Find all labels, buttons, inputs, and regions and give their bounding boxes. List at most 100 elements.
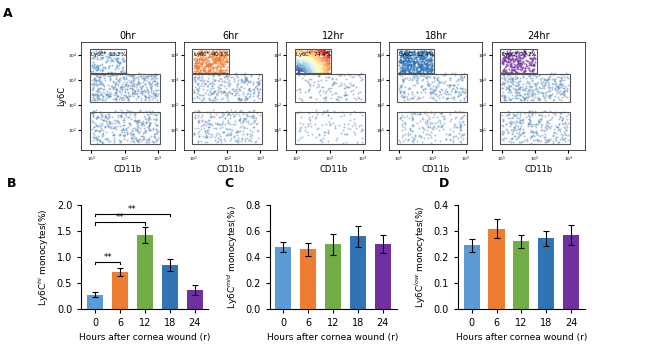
Point [304,58,315,64]
Point [397,64,408,69]
Point [426,58,436,64]
Point [143,91,153,96]
Point [107,72,118,78]
Point [502,85,512,91]
Point [197,63,207,69]
Point [532,88,542,94]
Point [94,76,104,82]
Point [124,93,135,99]
Point [222,90,233,96]
Point [314,48,324,53]
Point [458,121,469,127]
Point [295,126,306,131]
Point [512,61,523,67]
Point [409,66,419,72]
Point [194,95,204,101]
Point [319,69,330,74]
Point [216,77,226,82]
Point [315,69,326,75]
Point [450,108,460,113]
Point [510,90,520,95]
Point [447,140,458,145]
Point [426,67,437,73]
Point [234,97,244,103]
Point [399,76,410,82]
Point [402,61,413,66]
Point [349,120,359,126]
Point [427,65,437,71]
Point [189,74,200,80]
Point [405,58,415,64]
Point [209,134,220,140]
Point [402,130,413,135]
Point [401,57,411,63]
Point [118,109,128,115]
Point [311,65,321,70]
Point [522,137,532,142]
Point [93,86,103,92]
Point [225,90,235,95]
Point [338,109,348,115]
Point [133,79,143,84]
Point [121,73,131,78]
Point [322,61,333,67]
Point [426,51,437,57]
Point [150,111,160,117]
Point [233,81,244,86]
Point [560,127,571,133]
Point [201,133,211,138]
Point [110,82,120,87]
Point [310,56,320,61]
Point [447,86,458,92]
Point [395,66,406,72]
Point [434,88,445,94]
Point [547,72,558,77]
Point [213,57,223,62]
Point [426,129,436,135]
Point [317,111,327,117]
Point [238,119,248,124]
Point [103,54,113,59]
Point [316,55,326,60]
Point [248,86,259,92]
Point [198,55,209,61]
Point [96,78,107,84]
Point [510,93,520,99]
Point [127,86,137,91]
Point [247,113,257,119]
Point [407,92,417,97]
Point [101,136,111,142]
Point [408,137,419,143]
Point [549,129,559,134]
Point [140,81,151,86]
Point [454,117,465,122]
Point [417,62,427,67]
Point [539,108,549,113]
Point [404,52,415,58]
Point [504,58,515,64]
Point [421,64,432,69]
Point [417,50,428,56]
Point [516,121,526,126]
Point [201,60,211,66]
Point [396,115,406,120]
Point [400,93,410,99]
Point [315,64,326,69]
Point [394,60,404,65]
Point [136,121,147,127]
Point [292,57,302,62]
Point [342,92,352,98]
Point [497,118,508,124]
Point [349,108,359,114]
Point [94,78,105,84]
Point [415,61,426,67]
Point [216,69,227,74]
Point [410,56,420,61]
Point [315,66,325,71]
Point [98,54,109,59]
Point [406,64,416,69]
Point [254,71,265,77]
Point [530,108,541,114]
Point [426,51,436,57]
Point [434,127,444,133]
